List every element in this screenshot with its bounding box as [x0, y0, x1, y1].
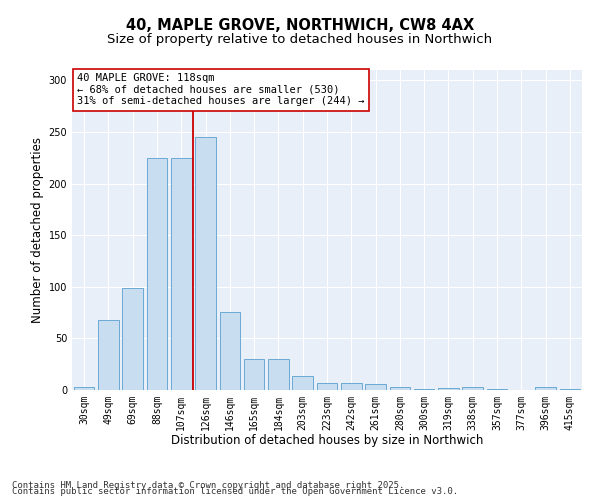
Bar: [146, 158, 167, 390]
Bar: [195, 137, 216, 390]
Bar: [535, 387, 556, 390]
Bar: [389, 387, 410, 390]
Bar: [438, 388, 459, 390]
Bar: [292, 376, 313, 390]
Bar: [365, 384, 386, 390]
Bar: [244, 359, 265, 390]
Bar: [317, 383, 337, 390]
Bar: [414, 389, 434, 390]
Text: 40, MAPLE GROVE, NORTHWICH, CW8 4AX: 40, MAPLE GROVE, NORTHWICH, CW8 4AX: [126, 18, 474, 32]
Text: 40 MAPLE GROVE: 118sqm
← 68% of detached houses are smaller (530)
31% of semi-de: 40 MAPLE GROVE: 118sqm ← 68% of detached…: [77, 73, 365, 106]
Bar: [560, 389, 580, 390]
Text: Size of property relative to detached houses in Northwich: Size of property relative to detached ho…: [107, 32, 493, 46]
Text: Contains HM Land Registry data © Crown copyright and database right 2025.: Contains HM Land Registry data © Crown c…: [12, 481, 404, 490]
Text: Contains public sector information licensed under the Open Government Licence v3: Contains public sector information licen…: [12, 487, 458, 496]
Bar: [122, 288, 143, 390]
Bar: [463, 387, 483, 390]
X-axis label: Distribution of detached houses by size in Northwich: Distribution of detached houses by size …: [171, 434, 483, 448]
Bar: [171, 158, 191, 390]
Bar: [268, 359, 289, 390]
Bar: [74, 387, 94, 390]
Bar: [98, 320, 119, 390]
Y-axis label: Number of detached properties: Number of detached properties: [31, 137, 44, 323]
Bar: [487, 389, 508, 390]
Bar: [220, 312, 240, 390]
Bar: [341, 383, 362, 390]
